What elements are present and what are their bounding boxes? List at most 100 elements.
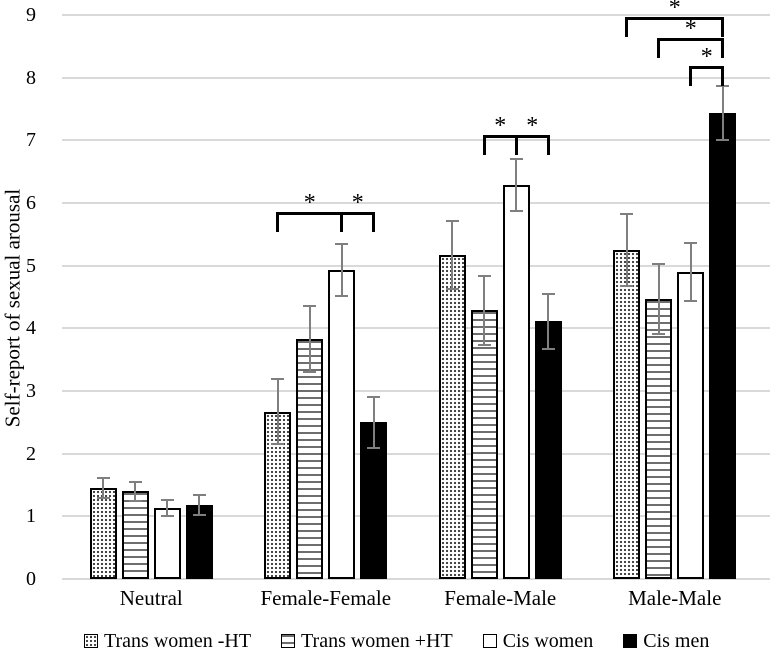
bar-black-cat3 <box>709 113 737 579</box>
legend-label: Cis women <box>502 630 594 652</box>
significance-asterisk: * <box>351 190 364 217</box>
error-bar-cap-top <box>192 494 206 497</box>
bar-hlines-cat2 <box>470 310 498 579</box>
significance-asterisk: * <box>700 44 713 71</box>
significance-bracket <box>514 135 550 156</box>
x-category-label: Female-Female <box>260 586 392 610</box>
y-tick-label: 3 <box>26 380 36 402</box>
error-bar-cap-top <box>367 395 381 398</box>
error-bar-cap-bottom <box>271 443 285 446</box>
error-bar-cap-bottom <box>652 332 666 335</box>
error-bar-cap-top <box>716 85 730 88</box>
gridline <box>62 578 770 580</box>
x-category-label: Neutral <box>119 586 183 610</box>
y-tick-label: 5 <box>26 254 36 277</box>
error-bar-cap-bottom <box>367 447 381 450</box>
x-category-label: Female-Male <box>444 586 557 610</box>
bar-hlines-cat1 <box>296 338 324 579</box>
error-bar-cap-bottom <box>509 210 523 213</box>
bar-hlines-cat0 <box>121 491 149 579</box>
error-bar-cap-bottom <box>620 285 634 288</box>
error-bar-cap-bottom <box>96 497 110 500</box>
legend-label: Cis men <box>643 630 710 652</box>
error-bar <box>340 243 343 297</box>
error-bar-cap-bottom <box>128 499 142 502</box>
error-bar-cap-top <box>335 242 349 245</box>
error-bar-cap-top <box>620 212 634 215</box>
legend-swatch-hlines <box>281 634 296 648</box>
error-bar <box>689 243 692 301</box>
error-bar-cap-top <box>684 242 698 245</box>
error-bar-cap-top <box>96 477 110 480</box>
bar-white-cat3 <box>677 271 705 579</box>
error-bar-cap-top <box>541 292 555 295</box>
y-tick-label: 4 <box>26 317 36 340</box>
gridline <box>62 76 770 79</box>
error-bar-cap-bottom <box>303 370 317 373</box>
error-bar <box>625 213 628 287</box>
error-bar-cap-top <box>477 274 491 277</box>
significance-asterisk: * <box>684 16 697 43</box>
x-category-label: Male-Male <box>628 586 722 610</box>
gridline <box>62 14 770 16</box>
gridline <box>62 139 770 142</box>
error-bar <box>515 158 518 212</box>
legend-swatch-black <box>623 634 638 648</box>
significance-asterisk: * <box>668 0 681 21</box>
error-bar <box>721 86 724 141</box>
bar-hlines-cat3 <box>645 298 673 579</box>
error-bar-cap-bottom <box>192 514 206 517</box>
error-bar-cap-top <box>509 157 523 160</box>
y-tick-label: 0 <box>26 568 36 590</box>
y-tick-label: 1 <box>26 505 36 528</box>
legend-item: Trans women +HT <box>281 630 453 652</box>
error-bar-cap-top <box>652 262 666 265</box>
error-bar <box>451 220 454 290</box>
legend-swatch-white <box>482 634 497 648</box>
error-bar-cap-bottom <box>335 295 349 298</box>
gridline <box>62 327 770 330</box>
error-bar <box>308 306 311 372</box>
error-bar-cap-top <box>303 305 317 308</box>
bar-white-cat1 <box>328 270 356 579</box>
error-bar <box>657 263 660 334</box>
significance-asterisk: * <box>526 113 539 140</box>
error-bar <box>198 495 201 516</box>
legend: Trans women -HT Trans women +HT Cis women C… <box>84 630 709 652</box>
error-bar <box>102 478 105 499</box>
error-bar-cap-bottom <box>716 139 730 142</box>
gridline <box>62 264 770 267</box>
error-bar-cap-bottom <box>541 348 555 350</box>
error-bar-cap-top <box>160 499 174 502</box>
significance-bracket <box>340 212 376 233</box>
y-tick-label: 6 <box>26 192 36 214</box>
error-bar-cap-bottom <box>684 299 698 302</box>
bar-dots-cat1 <box>264 411 292 579</box>
error-bar <box>547 293 550 349</box>
error-bar-cap-bottom <box>445 288 459 291</box>
y-tick-label: 2 <box>26 442 36 465</box>
y-tick-label: 8 <box>26 66 36 89</box>
bar-white-cat0 <box>153 508 181 579</box>
legend-item: Cis men <box>623 630 709 652</box>
error-bar <box>276 379 279 445</box>
bar-dots-cat3 <box>613 250 641 579</box>
gridline <box>62 515 770 518</box>
gridline <box>62 202 770 204</box>
error-bar-cap-top <box>271 378 285 381</box>
gridline <box>62 390 770 392</box>
error-bar-cap-top <box>445 219 459 222</box>
legend-label: Trans women -HT <box>104 630 252 652</box>
error-bar <box>166 500 169 517</box>
legend-label: Trans women +HT <box>301 630 453 652</box>
significance-asterisk: * <box>303 190 316 217</box>
significance-bracket <box>689 66 725 87</box>
legend-item: Cis women <box>482 630 594 652</box>
significance-bracket <box>657 38 725 59</box>
bar-black-cat2 <box>534 321 562 579</box>
error-bar <box>134 481 137 501</box>
error-bar <box>483 275 486 345</box>
legend-swatch-dots <box>84 634 98 648</box>
